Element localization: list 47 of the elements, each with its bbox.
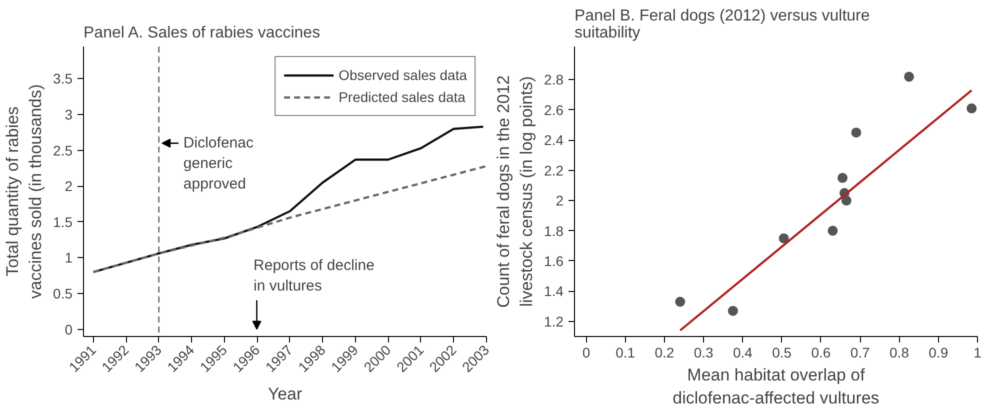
y-tick-label: 2.5 xyxy=(53,142,73,158)
x-tick-label: 0.9 xyxy=(928,344,948,360)
x-tick-label: 0 xyxy=(582,344,590,360)
y-axis-title: Count of feral dogs in the 2012 livestock census (in log points) xyxy=(494,75,536,308)
annotation: Reports of decline in vultures xyxy=(254,257,374,294)
x-tick-label: 0.7 xyxy=(850,344,870,360)
point xyxy=(728,306,738,316)
y-tick-label: 2 xyxy=(556,192,564,209)
y-tick-label: 2.2 xyxy=(544,162,564,178)
point xyxy=(851,128,862,138)
y-tick-label: 2 xyxy=(64,178,73,194)
annotation: Diclofenac generic approved xyxy=(183,134,254,192)
y-tick-label: 3 xyxy=(64,106,73,123)
point xyxy=(841,196,852,206)
x-axis-title: Year xyxy=(268,384,303,404)
chart-title: Panel A. Sales of rabies vaccines xyxy=(84,24,320,42)
x-tick-label: 0.6 xyxy=(811,344,831,360)
y-tick-label: 2.6 xyxy=(544,102,564,118)
y-tick-label: 2.4 xyxy=(544,132,564,148)
x-axis-title: Mean habitat overlap of diclofenac-affected vultures xyxy=(672,366,880,408)
y-tick-label: 1.8 xyxy=(544,222,564,239)
x-tick-label: 1 xyxy=(974,344,982,360)
y-tick-label: 0 xyxy=(64,321,73,338)
chart-title: Panel B. Feral dogs (2012) versus vulture suitability xyxy=(574,8,870,42)
y-tick-label: 1 xyxy=(64,250,73,266)
y-tick-label: 1.6 xyxy=(544,252,564,269)
x-tick-label: 0.2 xyxy=(654,344,674,360)
point xyxy=(828,226,838,236)
y-axis-title: Total quantity of rabies vaccines sold (in thousands) xyxy=(3,84,46,299)
point xyxy=(675,296,686,307)
legend-label: Predicted sales data xyxy=(338,89,466,105)
y-tick-label: 1.4 xyxy=(544,283,564,300)
point xyxy=(778,233,789,244)
x-tick-label: 0.5 xyxy=(772,344,792,360)
y-tick-label: 1.5 xyxy=(53,214,73,230)
point xyxy=(966,103,977,114)
x-tick-label: 0.8 xyxy=(890,344,910,360)
x-tick-label: 0.1 xyxy=(616,344,636,360)
legend-label: Observed sales data xyxy=(338,67,467,83)
point xyxy=(904,72,914,82)
x-tick-label: 0.4 xyxy=(733,344,753,360)
y-tick-label: 3.5 xyxy=(53,70,73,87)
x-tick-label: 0.3 xyxy=(694,344,714,360)
y-tick-label: 0.5 xyxy=(53,286,73,302)
point xyxy=(838,172,848,183)
y-tick-label: 1.2 xyxy=(544,313,564,330)
y-tick-label: 2.8 xyxy=(544,72,564,88)
